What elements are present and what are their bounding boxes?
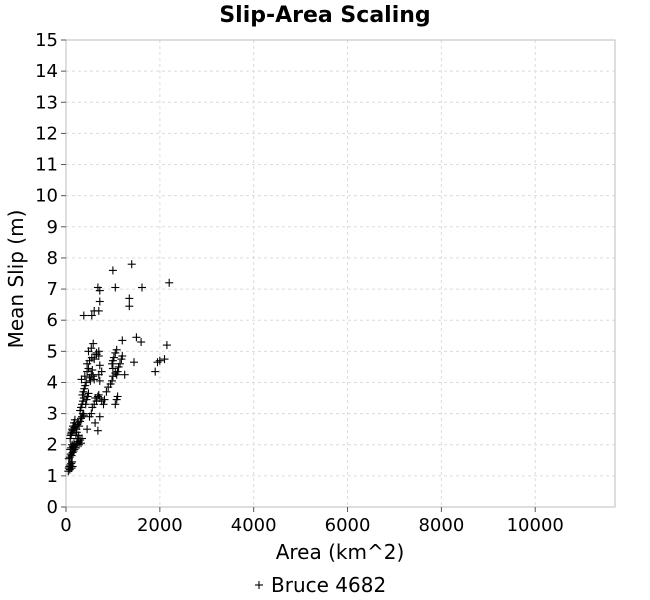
- data-point: [79, 411, 88, 420]
- y-tick-label: 10: [35, 186, 58, 207]
- x-tick-label: 0: [60, 515, 71, 536]
- data-point: [120, 370, 129, 379]
- data-point: [100, 395, 109, 404]
- data-point: [79, 311, 88, 320]
- data-points: [64, 260, 174, 476]
- data-point: [108, 376, 116, 385]
- data-point: [160, 355, 169, 364]
- y-axis-label: Mean Slip (m): [4, 210, 28, 349]
- y-tick-label: 4: [47, 372, 58, 393]
- data-point: [108, 266, 117, 275]
- x-tick-label: 8000: [418, 515, 464, 536]
- data-point: [87, 311, 96, 320]
- x-tick-label: 4000: [231, 515, 277, 536]
- y-tick-label: 13: [35, 92, 58, 113]
- data-point: [93, 426, 102, 435]
- data-point: [90, 355, 99, 364]
- data-point: [87, 409, 96, 418]
- data-point: [132, 333, 141, 342]
- data-point: [137, 338, 146, 346]
- data-point: [89, 339, 98, 348]
- data-point: [127, 260, 136, 269]
- y-tick-label: 12: [35, 123, 58, 144]
- y-tick-label: 15: [35, 30, 58, 51]
- data-point: [67, 429, 76, 438]
- legend-label: Bruce 4682: [271, 573, 386, 597]
- data-point: [80, 372, 89, 381]
- x-tick-label: 6000: [325, 515, 371, 536]
- data-point: [125, 294, 134, 303]
- y-tick-label: 1: [47, 466, 58, 487]
- data-point: [91, 418, 100, 427]
- data-point: [95, 297, 104, 306]
- data-point: [165, 278, 174, 287]
- data-point: [118, 336, 127, 345]
- data-point: [112, 345, 121, 354]
- data-point: [95, 412, 104, 421]
- data-point: [112, 395, 121, 404]
- data-point: [111, 400, 120, 409]
- data-point: [90, 375, 99, 384]
- legend-marker: [255, 581, 263, 589]
- data-point: [118, 352, 127, 360]
- x-axis-label: Area (km^2): [276, 540, 405, 564]
- data-point: [87, 344, 96, 353]
- y-tick-label: 11: [35, 155, 58, 176]
- data-point: [162, 341, 171, 350]
- y-tick-label: 2: [47, 435, 58, 456]
- y-tick-label: 5: [47, 341, 58, 362]
- data-point: [68, 462, 77, 471]
- data-point: [74, 431, 83, 440]
- y-tick-label: 8: [47, 248, 58, 269]
- data-point: [94, 352, 103, 360]
- y-tick-label: 0: [47, 497, 58, 518]
- data-point: [84, 389, 93, 398]
- data-point: [155, 356, 164, 365]
- y-tick-label: 9: [47, 217, 58, 238]
- legend: Bruce 4682: [255, 573, 386, 597]
- data-point: [83, 425, 92, 434]
- chart-title: Slip-Area Scaling: [219, 3, 430, 28]
- data-point: [93, 392, 102, 401]
- data-point: [77, 439, 85, 448]
- data-point: [70, 415, 79, 424]
- y-tick-label: 14: [35, 61, 58, 82]
- data-point: [151, 367, 160, 376]
- data-point: [99, 400, 108, 409]
- data-point: [95, 376, 104, 385]
- data-point: [94, 370, 103, 379]
- x-tick-label: 10000: [507, 515, 564, 536]
- data-point: [95, 286, 104, 295]
- grid-lines: [66, 40, 615, 507]
- data-point: [125, 302, 134, 311]
- y-tick-label: 6: [47, 310, 58, 331]
- y-tick-label: 3: [47, 404, 58, 425]
- data-point: [138, 283, 146, 292]
- data-point: [95, 361, 104, 370]
- x-tick-label: 2000: [137, 515, 183, 536]
- data-point: [86, 376, 95, 385]
- data-point: [108, 364, 117, 373]
- data-point: [66, 434, 75, 443]
- data-point: [94, 306, 103, 315]
- data-point: [113, 367, 122, 376]
- data-point: [81, 400, 90, 409]
- data-point: [130, 358, 138, 367]
- data-point: [84, 364, 93, 373]
- data-point: [111, 283, 120, 292]
- data-point: [75, 440, 84, 449]
- data-point: [109, 353, 118, 362]
- plot-frame: [65, 39, 616, 508]
- data-point: [82, 378, 91, 387]
- data-point: [88, 366, 97, 374]
- data-point: [102, 387, 111, 396]
- data-point: [87, 370, 96, 379]
- data-point: [70, 445, 79, 454]
- data-point: [116, 359, 124, 368]
- y-tick-label: 7: [47, 279, 58, 300]
